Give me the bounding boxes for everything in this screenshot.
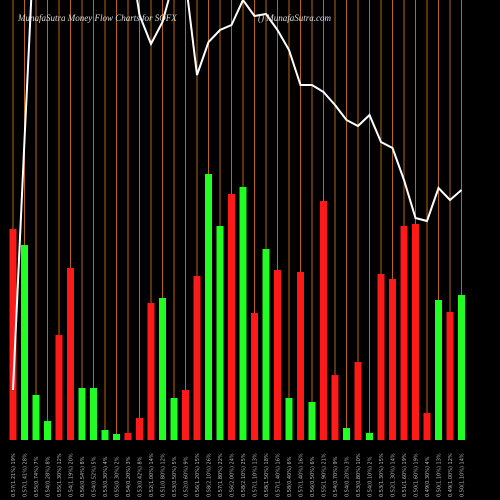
x-tick-label: 0.55(0.74%) 7% — [34, 456, 40, 497]
x-tick-label: 0.57(1.40%) 16% — [299, 453, 305, 497]
x-tick-label: 0.56(2.00%) 24% — [230, 453, 236, 497]
bar — [205, 174, 212, 440]
x-tick-label: 0.51(0.80%) 12% — [161, 453, 167, 497]
x-tick-label: 0.53(0.80%) 10% — [356, 453, 362, 497]
x-labels: 0.57(1.21%) 19% 0.57(1.41%) 28% 0.55(0.74%… — [11, 453, 466, 497]
bar — [182, 390, 189, 440]
bar — [216, 226, 224, 440]
bar — [67, 268, 74, 440]
x-tick-label: 0.57(1.21%) 19% — [11, 453, 17, 497]
x-tick-label: 0.58(2.10%) 25% — [241, 453, 247, 497]
bar — [285, 398, 293, 440]
x-tick-label: 0.57(1.41%) 28% — [23, 453, 29, 497]
x-tick-label: 0.50(1.60%) 19% — [414, 453, 420, 497]
x-tick-label: 0.52(1.00%) 14% — [149, 453, 155, 497]
x-tick-label: 0.52(0.60%) 9% — [184, 456, 190, 497]
bar — [297, 272, 304, 440]
x-tick-label: 0.55(1.30%) 12% — [57, 453, 63, 497]
bar — [354, 362, 362, 440]
bar — [21, 245, 28, 440]
x-tick-label: 0.49(1.00%) 12% — [448, 453, 454, 497]
x-tick-label: 0.58(1.50%) 18% — [264, 453, 270, 497]
x-tick-label: 0.54(1.19%) 20% — [69, 453, 75, 497]
x-tick-label: 0.50(1.10%) 13% — [437, 453, 443, 497]
bar — [101, 430, 109, 440]
x-tick-label: 0.57(1.40%) 16% — [276, 453, 282, 497]
x-tick-label: 0.55(1.90%) 21% — [322, 453, 328, 497]
bar — [435, 300, 442, 440]
bar — [113, 434, 120, 440]
bars — [9, 174, 465, 440]
bar — [446, 312, 454, 440]
chart-subtitle: () MunafaSutra.com — [258, 13, 331, 23]
bar — [9, 229, 17, 440]
money-flow-line — [12, 0, 463, 391]
bar — [147, 303, 155, 440]
bar — [412, 224, 419, 440]
bar — [159, 298, 166, 440]
bar — [55, 335, 63, 440]
bar — [458, 295, 465, 440]
bar — [251, 313, 258, 440]
bar — [228, 194, 235, 440]
x-tick-label: 0.54(0.28%) 8% — [46, 456, 52, 497]
x-tick-label: 0.51(1.60%) 19% — [402, 453, 408, 497]
bar — [90, 388, 97, 440]
chart-title: MunafaSutra Money Flow Charts for SOFX — [17, 13, 177, 23]
x-tick-label: 0.56(1.20%) 15% — [195, 453, 201, 497]
bar — [343, 428, 350, 440]
x-tick-label: 0.58(2.10%) 26% — [207, 453, 213, 497]
x-tick-label: 0.57(1.80%) 22% — [218, 453, 224, 497]
bar — [262, 249, 270, 440]
x-tick-label: 0.53(1.30%) 15% — [379, 453, 385, 497]
bar — [320, 201, 327, 440]
bar — [423, 413, 431, 440]
x-tick-label: 0.56(0.54%) 8% — [80, 456, 86, 497]
x-tick-label: 0.54(0.70%) 9% — [333, 456, 339, 497]
bar — [170, 398, 178, 440]
bar — [32, 395, 40, 440]
x-tick-label: 0.53(0.30%) 4% — [103, 456, 109, 497]
x-tick-label: 0.52(1.30%) 14% — [391, 453, 397, 497]
x-tick-label: 0.58(0.40%) 6% — [287, 456, 293, 497]
bar — [136, 418, 143, 440]
bar — [389, 279, 396, 440]
x-tick-label: 0.54(0.10%) 2% — [368, 456, 374, 497]
x-tick-label: 0.53(0.42%) 8% — [138, 456, 144, 497]
bar — [124, 433, 132, 440]
x-tick-label: 0.50(1.10%) 14% — [460, 453, 466, 497]
bar — [78, 388, 86, 440]
x-tick-label: 0.54(0.52%) 5% — [92, 456, 98, 497]
bar — [193, 276, 201, 440]
x-tick-label: 0.53(0.50%) 5% — [172, 456, 178, 497]
bar — [308, 402, 316, 440]
x-tick-label: 0.55(0.30%) 2% — [115, 456, 121, 497]
bar — [400, 226, 408, 440]
bar — [274, 270, 281, 440]
bar — [331, 375, 339, 440]
x-tick-label: 0.49(0.30%) 4% — [425, 456, 431, 497]
bar — [239, 187, 247, 440]
x-tick-label: 0.56(0.50%) 6% — [310, 456, 316, 497]
x-tick-label: 0.54(0.20%) 3% — [345, 456, 351, 497]
x-tick-label: 0.57(1.10%) 13% — [253, 453, 259, 497]
bar — [44, 421, 51, 440]
x-tick-label: 0.54(0.20%) 3% — [126, 456, 132, 497]
bar — [366, 433, 373, 440]
bar — [377, 274, 385, 440]
line-layer — [12, 0, 463, 391]
